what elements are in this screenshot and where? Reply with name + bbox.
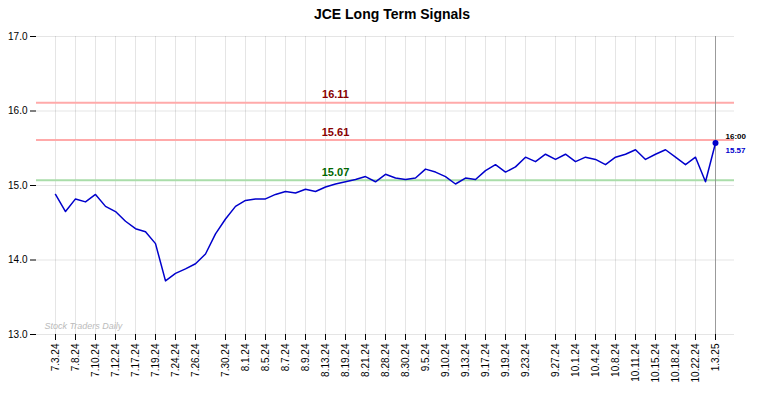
svg-text:10.18.24: 10.18.24: [670, 343, 681, 382]
svg-text:Stock Traders Daily: Stock Traders Daily: [45, 321, 123, 331]
svg-text:10.8.24: 10.8.24: [610, 343, 621, 377]
svg-text:15.61: 15.61: [322, 126, 350, 138]
svg-text:15.07: 15.07: [322, 166, 350, 178]
svg-text:8.9.24: 8.9.24: [300, 343, 311, 371]
svg-text:13.0: 13.0: [8, 329, 28, 340]
svg-text:7.17.24: 7.17.24: [130, 343, 141, 377]
svg-text:8.21.24: 8.21.24: [360, 343, 371, 377]
svg-text:15.57: 15.57: [726, 146, 747, 155]
svg-text:9.10.24: 9.10.24: [440, 343, 451, 377]
svg-text:7.19.24: 7.19.24: [150, 343, 161, 377]
svg-text:9.23.24: 9.23.24: [520, 343, 531, 377]
svg-text:10.1.24: 10.1.24: [570, 343, 581, 377]
svg-text:7.3.24: 7.3.24: [50, 343, 61, 371]
svg-text:7.24.24: 7.24.24: [170, 343, 181, 377]
svg-text:9.13.24: 9.13.24: [460, 343, 471, 377]
svg-text:7.12.24: 7.12.24: [110, 343, 121, 377]
html-text:JCE Long Term Signals: JCE Long Term Signals: [313, 6, 470, 22]
svg-text:7.26.24: 7.26.24: [190, 343, 201, 377]
svg-text:9.19.24: 9.19.24: [500, 343, 511, 377]
svg-text:17.0: 17.0: [8, 31, 28, 42]
svg-text:7.8.24: 7.8.24: [70, 343, 81, 371]
svg-text:8.13.24: 8.13.24: [320, 343, 331, 377]
svg-text:7.10.24: 7.10.24: [90, 343, 101, 377]
svg-text:14.0: 14.0: [8, 254, 28, 265]
svg-text:10.4.24: 10.4.24: [590, 343, 601, 377]
svg-text:9.17.24: 9.17.24: [480, 343, 491, 377]
svg-text:8.7.24: 8.7.24: [280, 343, 291, 371]
svg-text:16:00: 16:00: [726, 132, 747, 141]
svg-text:16.0: 16.0: [8, 105, 28, 116]
svg-text:9.5.24: 9.5.24: [420, 343, 431, 371]
svg-text:10.11.24: 10.11.24: [630, 343, 641, 382]
svg-text:8.28.24: 8.28.24: [380, 343, 391, 377]
svg-text:8.19.24: 8.19.24: [340, 343, 351, 377]
svg-text:8.1.24: 8.1.24: [240, 343, 251, 371]
svg-text:9.27.24: 9.27.24: [550, 343, 561, 377]
svg-text:10.22.24: 10.22.24: [690, 343, 701, 382]
svg-text:16.11: 16.11: [322, 88, 349, 100]
svg-text:1.3.25: 1.3.25: [710, 343, 721, 371]
svg-text:8.5.24: 8.5.24: [260, 343, 271, 371]
svg-text:15.0: 15.0: [8, 180, 28, 191]
svg-text:8.30.24: 8.30.24: [400, 343, 411, 377]
svg-text:7.30.24: 7.30.24: [220, 343, 231, 377]
svg-text:10.15.24: 10.15.24: [650, 343, 661, 382]
